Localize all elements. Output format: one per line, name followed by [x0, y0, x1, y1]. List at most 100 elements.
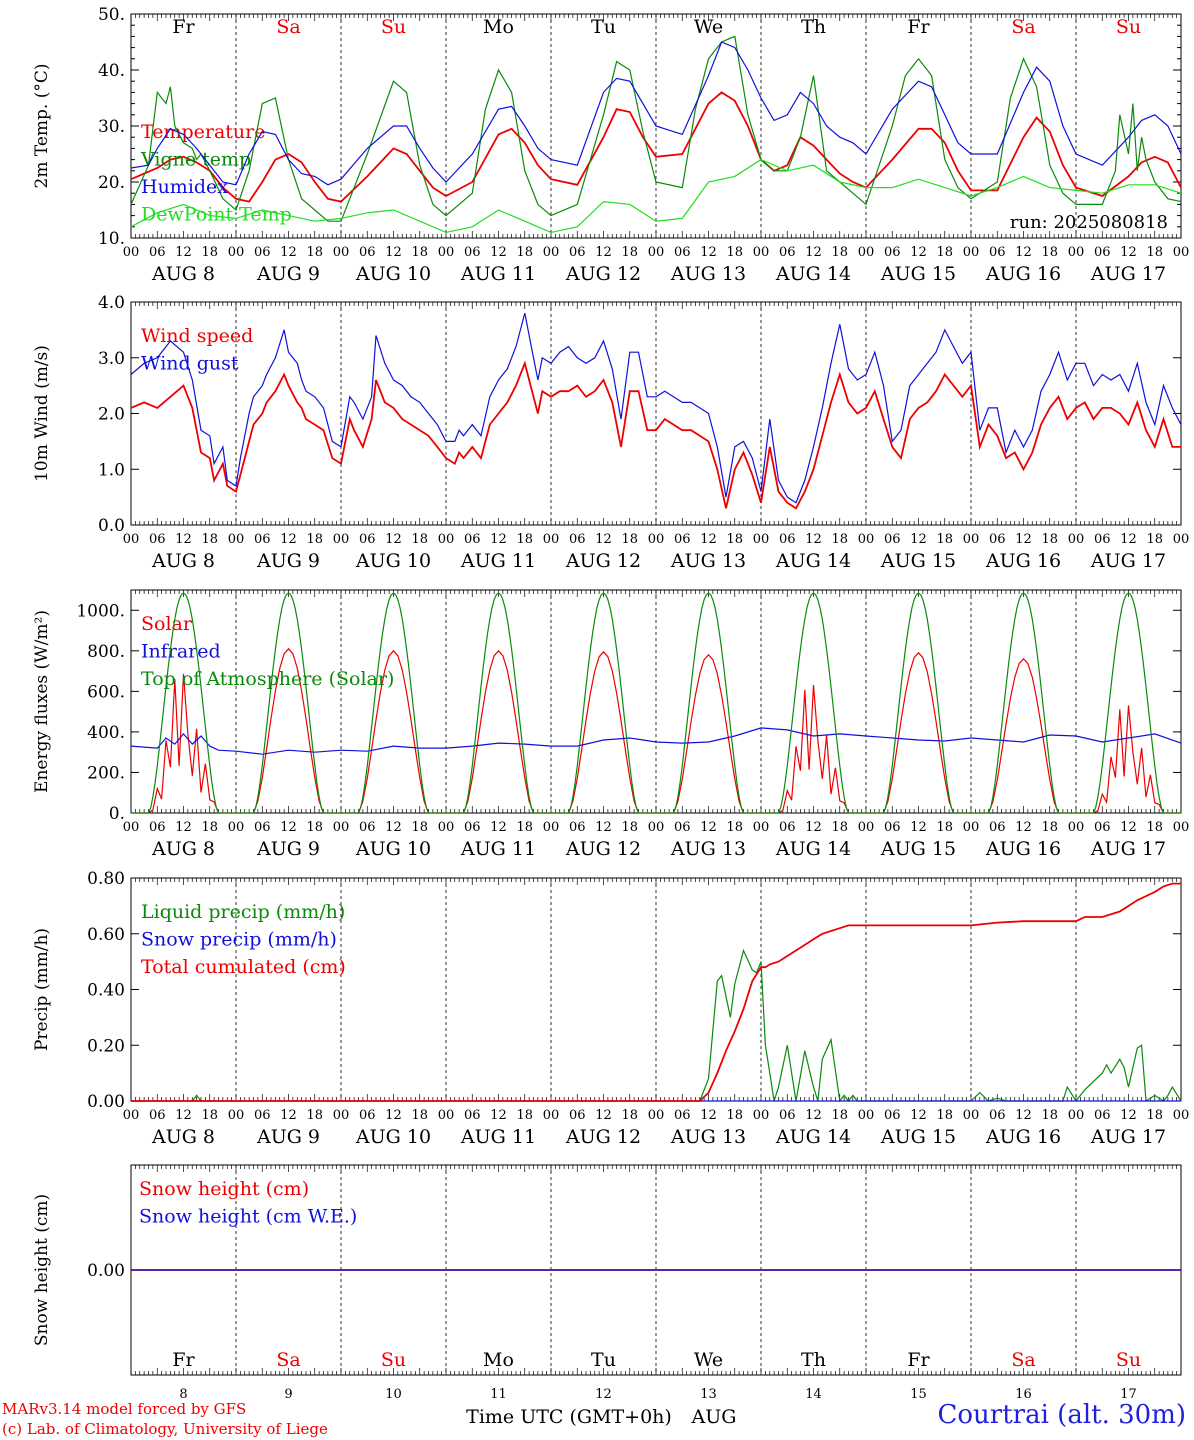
legend-snow-height-cm-w-e: Snow height (cm W.E.) [139, 1206, 357, 1228]
date-label: AUG 16 [985, 1126, 1061, 1148]
date-label: AUG 11 [460, 263, 536, 285]
y-axis-label: Snow height (cm) [32, 1194, 52, 1346]
y-tick-label: 10. [98, 229, 125, 249]
date-label: AUG 14 [775, 550, 851, 572]
hour-label: 00 [438, 1108, 455, 1123]
hour-label: 06 [254, 820, 271, 835]
hour-label: 18 [831, 820, 848, 835]
hour-label: 06 [149, 1108, 166, 1123]
credit-line-1: MARv3.14 model forced by GFS [2, 1400, 247, 1418]
hour-label: 18 [621, 245, 638, 260]
hour-label: 12 [280, 532, 297, 547]
hour-label: 12 [175, 1108, 192, 1123]
hour-label: 12 [280, 820, 297, 835]
y-tick-label: 0.80 [87, 869, 125, 889]
date-label: AUG 16 [985, 263, 1061, 285]
date-label: AUG 17 [1090, 1126, 1166, 1148]
hour-label: 00 [228, 1108, 245, 1123]
day-number-label: 9 [284, 1387, 292, 1402]
hour-label: 12 [910, 245, 927, 260]
hour-label: 12 [910, 1108, 927, 1123]
hour-label: 18 [201, 245, 218, 260]
weekday-label: Sa [1011, 16, 1035, 38]
hour-label: 18 [201, 532, 218, 547]
hour-label: 18 [726, 245, 743, 260]
run-label: run: 2025080818 [1010, 212, 1168, 233]
hour-label: 00 [123, 532, 140, 547]
y-tick-label: 200. [87, 763, 125, 783]
hour-label: 12 [1015, 532, 1032, 547]
hour-label: 12 [700, 245, 717, 260]
hour-label: 18 [936, 1108, 953, 1123]
hour-label: 06 [359, 532, 376, 547]
series-line-wind-speed [130, 360, 1181, 510]
series-line-humidex [130, 41, 1182, 186]
hour-label: 06 [674, 245, 691, 260]
hour-label: 06 [254, 1108, 271, 1123]
date-label: AUG 9 [256, 550, 320, 572]
hour-label: 00 [753, 532, 770, 547]
date-label: AUG 10 [355, 1126, 431, 1148]
hour-label: 06 [569, 1108, 586, 1123]
date-label: AUG 8 [151, 838, 215, 860]
legend-wind-speed: Wind speed [141, 325, 253, 347]
hour-label: 06 [989, 245, 1006, 260]
y-tick-label: 0.00 [87, 1092, 125, 1112]
hour-label: 06 [674, 532, 691, 547]
hour-label: 12 [910, 820, 927, 835]
hour-label: 00 [333, 820, 350, 835]
weekday-label: Th [801, 1349, 826, 1371]
day-number-label: 17 [1120, 1387, 1137, 1402]
day-number-label: 15 [910, 1387, 927, 1402]
hour-label: 06 [149, 532, 166, 547]
hour-label: 18 [726, 1108, 743, 1123]
weekday-label: Fr [907, 16, 930, 38]
hour-label: 06 [464, 1108, 481, 1123]
date-label: AUG 13 [670, 550, 746, 572]
date-label: AUG 8 [151, 263, 215, 285]
hour-label: 12 [595, 820, 612, 835]
hour-label: 06 [674, 820, 691, 835]
hour-label: 06 [989, 532, 1006, 547]
plot-frame [130, 301, 1182, 526]
date-label: AUG 11 [460, 838, 536, 860]
hour-label: 18 [201, 820, 218, 835]
y-tick-label: 1000. [76, 601, 125, 621]
hour-label: 12 [490, 820, 507, 835]
hour-label: 00 [1068, 532, 1085, 547]
hour-label: 18 [306, 245, 323, 260]
date-label: AUG 13 [670, 1126, 746, 1148]
hour-label: 12 [1120, 532, 1137, 547]
panel-1: 10. 20. 30. 40. 50. 2m Temp. (°C) Temperature V… [32, 5, 1189, 285]
y-tick-label: 40. [98, 61, 125, 81]
hour-label: 12 [700, 820, 717, 835]
date-label: AUG 14 [775, 838, 851, 860]
date-label: AUG 11 [460, 1126, 536, 1148]
panel-5: 0.00 Snow height (cm) Snow height (cm) Snow… [32, 1164, 1182, 1402]
y-tick-label: 30. [98, 117, 125, 137]
plot-frame [130, 589, 1182, 814]
weekday-label: Fr [172, 16, 195, 38]
hour-label: 06 [569, 820, 586, 835]
weekday-label: We [694, 16, 723, 38]
day-number-label: 11 [490, 1387, 507, 1402]
day-number-label: 14 [805, 1387, 822, 1402]
hour-label: 00 [1173, 820, 1190, 835]
y-tick-label: 4.0 [98, 293, 125, 313]
weekday-label: Tu [591, 1349, 616, 1371]
y-tick-label: 0. [109, 804, 125, 824]
day-number-label: 13 [700, 1387, 717, 1402]
hour-label: 12 [595, 532, 612, 547]
hour-label: 12 [280, 1108, 297, 1123]
date-label: AUG 13 [670, 838, 746, 860]
hour-label: 12 [1015, 820, 1032, 835]
hour-label: 00 [963, 245, 980, 260]
hour-label: 06 [1094, 1108, 1111, 1123]
date-label: AUG 13 [670, 263, 746, 285]
weekday-label: Su [381, 16, 406, 38]
hour-label: 06 [779, 532, 796, 547]
hour-label: 06 [989, 1108, 1006, 1123]
series-line-total-cumulated-cm [131, 882, 1181, 1102]
legend-snow-height-cm: Snow height (cm) [139, 1178, 309, 1200]
series-line-wind-gust [130, 312, 1182, 504]
